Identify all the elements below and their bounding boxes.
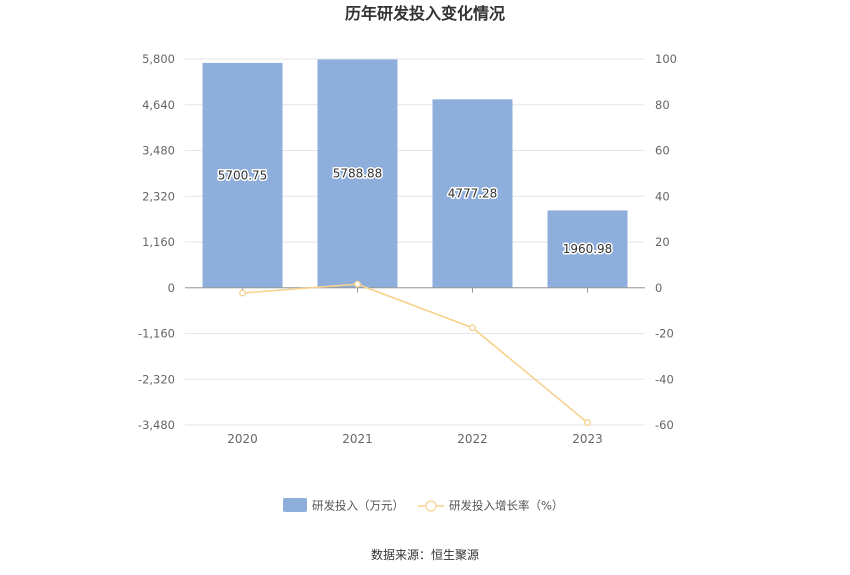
- y-left-tick-label: 1,160: [142, 235, 175, 249]
- bar-series: [202, 59, 628, 288]
- y-axis-right: 100 80 60 40 20 0 -20 -40 -60: [655, 52, 677, 432]
- y-right-tick-label: -40: [655, 372, 674, 386]
- bar: [547, 210, 628, 288]
- y-left-tick-label: 3,480: [142, 144, 175, 158]
- bar-data-label: 5788.88: [333, 167, 383, 181]
- y-left-tick-label: -1,160: [138, 327, 175, 341]
- x-axis: 2020 2021 2022 2023: [185, 287, 645, 446]
- growth-point: [239, 289, 246, 297]
- x-tick-label: 2021: [342, 432, 373, 446]
- y-left-tick-label: 4,640: [142, 98, 175, 112]
- legend: 研发投入（万元） 研发投入增长率（%）: [283, 498, 563, 513]
- y-right-tick-label: -60: [655, 418, 674, 432]
- y-right-tick-label: 0: [655, 281, 662, 295]
- y-left-tick-label: 5,800: [142, 52, 175, 66]
- legend-line-label[interactable]: 研发投入增长率（%）: [449, 499, 563, 513]
- y-left-tick-label: -2,320: [138, 372, 175, 386]
- y-left-tick-label: 2,320: [142, 189, 175, 203]
- source-note: 数据来源：恒生聚源: [371, 547, 479, 562]
- growth-line: [242, 283, 589, 424]
- legend-line-marker: [425, 500, 437, 512]
- y-right-tick-label: 40: [655, 189, 670, 203]
- x-tick-label: 2022: [457, 432, 488, 446]
- chart-title: 历年研发投入变化情况: [345, 4, 505, 23]
- x-tick-label: 2020: [227, 432, 258, 446]
- growth-point: [584, 419, 591, 427]
- y-axis-left: 5,800 4,640 3,480 2,320 1,160 0 -1,160 -2,320 -3…: [138, 52, 175, 432]
- bar-data-labels: 5700.75 5788.88 4777.28 1960.98: [216, 165, 614, 257]
- bar: [432, 99, 513, 288]
- legend-bar-label[interactable]: 研发投入（万元）: [312, 499, 404, 513]
- bar: [317, 59, 398, 288]
- y-right-tick-label: 60: [655, 144, 670, 158]
- growth-point: [469, 324, 476, 332]
- y-right-tick-label: -20: [655, 327, 674, 341]
- y-left-tick-label: 0: [168, 281, 175, 295]
- bar-data-label: 4777.28: [448, 187, 498, 201]
- x-tick-label: 2023: [572, 432, 603, 446]
- y-right-tick-label: 100: [655, 52, 677, 66]
- y-right-tick-label: 80: [655, 98, 670, 112]
- legend-bar-swatch[interactable]: [283, 498, 307, 512]
- y-right-tick-label: 20: [655, 235, 670, 249]
- y-left-tick-label: -3,480: [138, 418, 175, 432]
- line-series: [239, 280, 591, 427]
- growth-point: [354, 280, 361, 288]
- bar-data-label: 5700.75: [218, 168, 268, 182]
- bar-data-label: 1960.98: [563, 242, 613, 256]
- bar: [202, 62, 283, 288]
